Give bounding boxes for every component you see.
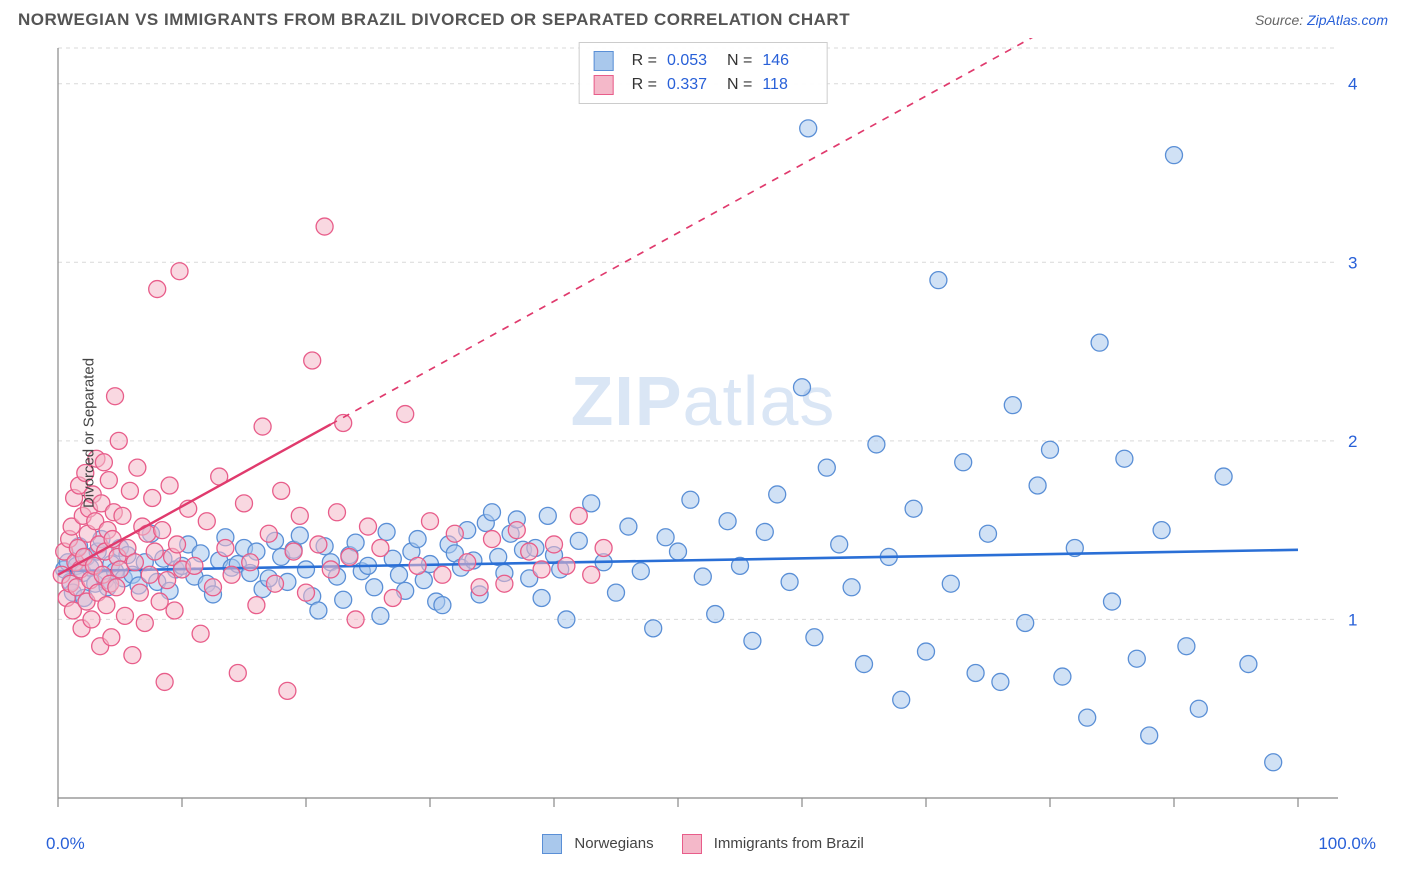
- r-value-1: 0.337: [667, 73, 717, 97]
- r-value-0: 0.053: [667, 49, 717, 73]
- y-axis-label: Divorced or Separated: [81, 358, 98, 508]
- n-value-1: 118: [762, 73, 812, 97]
- legend-item-1: Immigrants from Brazil: [682, 834, 864, 854]
- legend-row-series-1: R = 0.337 N = 118: [594, 73, 813, 97]
- source-prefix: Source:: [1255, 12, 1307, 28]
- source-credit: Source: ZipAtlas.com: [1255, 12, 1388, 28]
- legend-item-swatch-0: [542, 834, 562, 854]
- plot-area: Divorced or Separated 10.0% 20.0% 30.0% 40.…: [18, 38, 1388, 828]
- legend-swatch-1: [594, 75, 614, 95]
- n-label: N =: [727, 73, 752, 97]
- legend-item-label-1: Immigrants from Brazil: [714, 835, 864, 852]
- r-label: R =: [632, 73, 657, 97]
- n-value-0: 146: [762, 49, 812, 73]
- legend-item-0: Norwegians: [542, 834, 653, 854]
- scatter-chart: 10.0% 20.0% 30.0% 40.0%: [18, 38, 1358, 828]
- legend-swatch-0: [594, 51, 614, 71]
- svg-text:20.0%: 20.0%: [1348, 432, 1358, 451]
- legend-item-label-0: Norwegians: [574, 835, 653, 852]
- correlation-legend: R = 0.053 N = 146 R = 0.337 N = 118: [579, 42, 828, 104]
- legend-item-swatch-1: [682, 834, 702, 854]
- svg-text:30.0%: 30.0%: [1348, 253, 1358, 272]
- legend-row-series-0: R = 0.053 N = 146: [594, 49, 813, 73]
- chart-title: NORWEGIAN VS IMMIGRANTS FROM BRAZIL DIVO…: [18, 10, 850, 30]
- svg-text:10.0%: 10.0%: [1348, 610, 1358, 629]
- svg-text:40.0%: 40.0%: [1348, 75, 1358, 94]
- x-axis-start-label: 0.0%: [46, 834, 85, 854]
- source-link[interactable]: ZipAtlas.com: [1307, 12, 1388, 28]
- title-bar: NORWEGIAN VS IMMIGRANTS FROM BRAZIL DIVO…: [0, 0, 1406, 38]
- n-label: N =: [727, 49, 752, 73]
- series-legend: Norwegians Immigrants from Brazil: [0, 834, 1406, 854]
- r-label: R =: [632, 49, 657, 73]
- x-axis-end-label: 100.0%: [1318, 834, 1376, 854]
